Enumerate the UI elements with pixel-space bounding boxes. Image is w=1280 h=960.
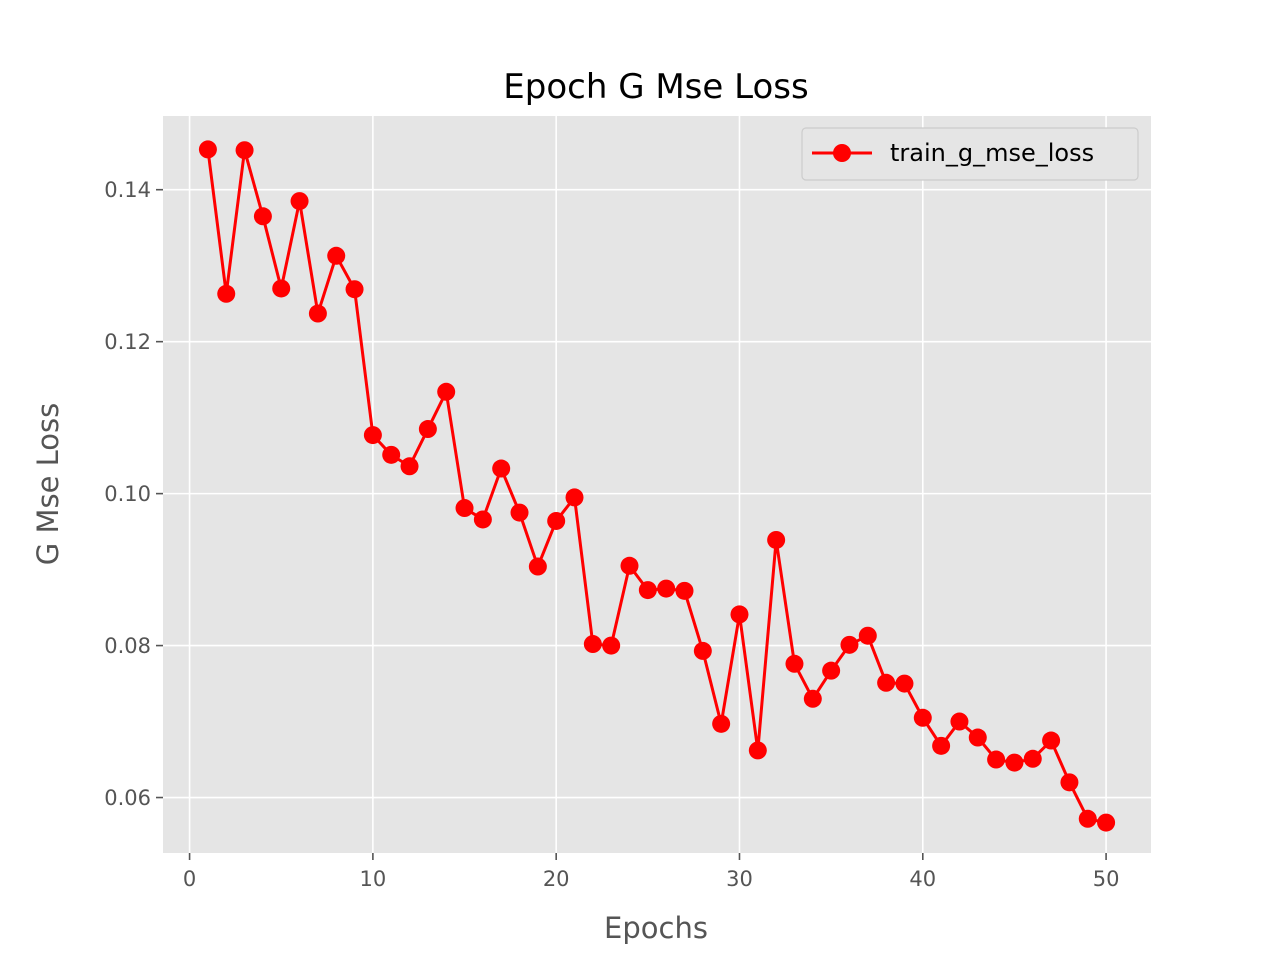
y-axis-ticks: 0.06 0.08 0.10 0.12 0.14 bbox=[104, 178, 163, 810]
legend-box bbox=[801, 127, 1139, 181]
data-point bbox=[1023, 749, 1042, 768]
data-point bbox=[1097, 813, 1116, 832]
x-axis-ticks: 0 10 20 30 40 50 bbox=[183, 853, 1120, 891]
data-point bbox=[455, 499, 474, 518]
data-point bbox=[400, 457, 419, 476]
data-point bbox=[822, 661, 841, 680]
data-point bbox=[602, 636, 621, 655]
x-tick-label: 40 bbox=[909, 867, 936, 891]
y-tick-label: 0.10 bbox=[104, 482, 151, 506]
data-point bbox=[712, 714, 731, 733]
data-point bbox=[253, 207, 272, 226]
legend-marker bbox=[833, 144, 851, 162]
data-point bbox=[235, 141, 254, 160]
data-point bbox=[987, 750, 1006, 769]
x-tick-label: 10 bbox=[360, 867, 387, 891]
data-point bbox=[1060, 773, 1079, 792]
data-point bbox=[363, 426, 382, 445]
data-point bbox=[730, 605, 749, 624]
series-layer bbox=[198, 140, 1116, 832]
data-point bbox=[748, 741, 767, 760]
data-point bbox=[803, 689, 822, 708]
data-point bbox=[437, 382, 456, 401]
plot-area bbox=[163, 116, 1151, 853]
data-point bbox=[510, 503, 529, 522]
data-point bbox=[620, 556, 639, 575]
data-point bbox=[290, 192, 309, 211]
data-point bbox=[198, 140, 217, 159]
data-point bbox=[547, 511, 566, 530]
data-point bbox=[675, 581, 694, 600]
data-point bbox=[950, 712, 969, 731]
data-point bbox=[345, 280, 364, 299]
data-point bbox=[840, 635, 859, 654]
data-point bbox=[968, 728, 987, 747]
data-point bbox=[877, 673, 896, 692]
chart-title: Epoch G Mse Loss bbox=[503, 67, 808, 107]
data-point bbox=[382, 445, 401, 464]
data-point bbox=[528, 557, 547, 576]
data-point bbox=[785, 654, 804, 673]
data-point bbox=[895, 674, 914, 693]
data-point bbox=[693, 641, 712, 660]
data-point bbox=[583, 635, 602, 654]
data-point bbox=[858, 626, 877, 645]
data-point bbox=[272, 279, 291, 298]
data-point bbox=[327, 246, 346, 265]
y-tick-label: 0.12 bbox=[104, 330, 151, 354]
y-tick-label: 0.06 bbox=[104, 786, 151, 810]
data-point bbox=[473, 510, 492, 529]
data-point bbox=[217, 284, 236, 303]
x-tick-label: 0 bbox=[183, 867, 196, 891]
data-point bbox=[932, 736, 951, 755]
data-point bbox=[1078, 809, 1097, 828]
x-tick-label: 30 bbox=[726, 867, 753, 891]
data-point bbox=[565, 488, 584, 507]
data-point bbox=[492, 459, 511, 478]
y-tick-label: 0.14 bbox=[104, 178, 151, 202]
y-axis-label: G Mse Loss bbox=[31, 403, 65, 566]
data-point bbox=[308, 304, 327, 323]
data-point bbox=[657, 579, 676, 598]
data-point bbox=[913, 708, 932, 727]
legend-label: train_g_mse_loss bbox=[890, 139, 1094, 167]
x-tick-label: 50 bbox=[1093, 867, 1120, 891]
data-point bbox=[1005, 753, 1024, 772]
data-point bbox=[418, 420, 437, 439]
data-point bbox=[767, 530, 786, 549]
data-point bbox=[1042, 731, 1061, 750]
grid bbox=[163, 116, 1151, 853]
y-tick-label: 0.08 bbox=[104, 634, 151, 658]
x-axis-label: Epochs bbox=[604, 911, 708, 945]
legend: train_g_mse_loss bbox=[801, 127, 1139, 181]
data-point bbox=[638, 581, 657, 600]
x-tick-label: 20 bbox=[543, 867, 570, 891]
